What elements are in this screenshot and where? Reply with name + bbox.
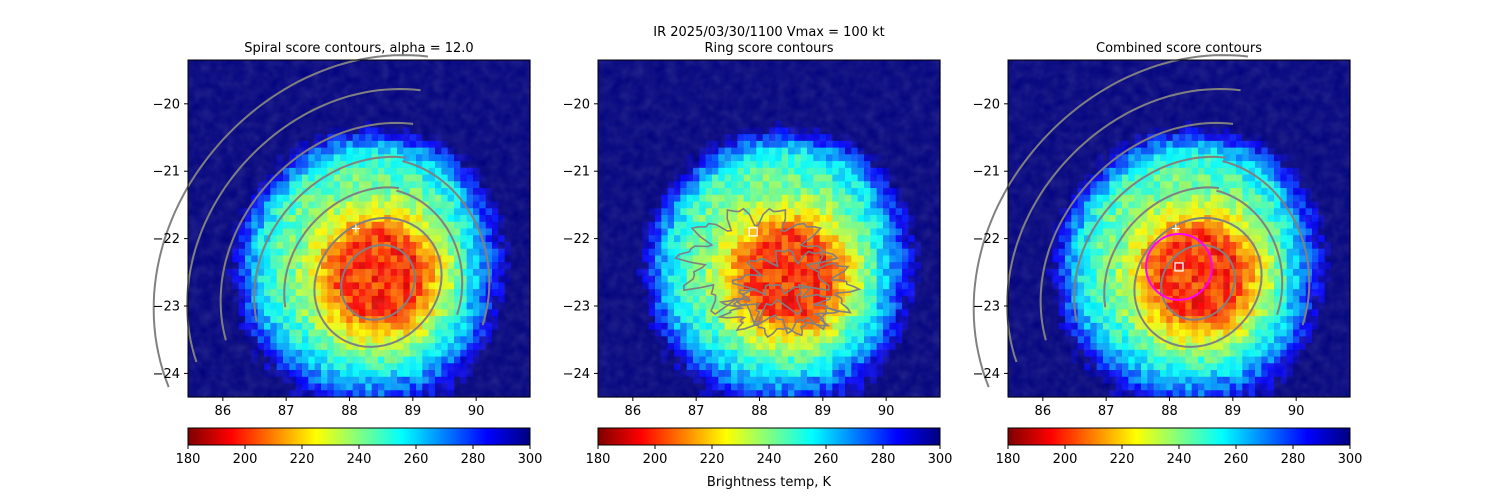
x-tick-label: 87 (688, 404, 705, 419)
contour-line (402, 160, 491, 326)
colorbar-label: Brightness temp, K (707, 475, 832, 490)
colorbar-tick-label: 300 (518, 452, 543, 467)
contour-line (716, 283, 842, 339)
x-tick-label: 90 (1288, 404, 1305, 419)
colorbar-tick-label: 260 (404, 452, 429, 467)
best-score-square-marker (748, 227, 758, 237)
x-tick-label: 86 (215, 404, 232, 419)
colorbar-tick-label: 180 (176, 452, 201, 467)
x-tick-label: 90 (878, 404, 895, 419)
first-guess-plus-marker (351, 224, 360, 233)
y-tick-label: −21 (153, 165, 180, 180)
colorbar-tick-label: 260 (814, 452, 839, 467)
colorbar-tick-label: 240 (1167, 452, 1192, 467)
panel-title: Combined score contours (1096, 41, 1262, 56)
y-tick-label: −23 (563, 300, 590, 315)
y-tick-label: −24 (973, 367, 1000, 382)
colorbar-tick-label: 220 (700, 452, 725, 467)
colorbar-tick-label: 180 (996, 452, 1021, 467)
best-score-square-marker (1174, 262, 1184, 272)
colorbar-tick-label: 260 (1224, 452, 1249, 467)
contour-line (1216, 189, 1284, 315)
contour-line (673, 207, 839, 323)
contour-line (340, 244, 416, 321)
contour-line (1103, 186, 1219, 308)
contour-line (1039, 121, 1234, 341)
contour-line (283, 186, 399, 308)
colorbar (1007, 427, 1351, 446)
panel-3: Combined score contours 86 87 88 89 90 −20 −21 −… (973, 41, 1363, 467)
axes-frame (1007, 59, 1351, 398)
colorbar-tick-label: 280 (461, 452, 486, 467)
colorbar-tick-label: 180 (586, 452, 611, 467)
panel-2: Ring score contours 86 87 88 89 90 −20 −21 −22 −2… (563, 41, 953, 467)
suptitle: IR 2025/03/30/1100 Vmax = 100 kt (653, 25, 884, 40)
y-tick-label: −21 (973, 165, 1000, 180)
contour-line (152, 54, 429, 388)
y-tick-label: −20 (153, 97, 180, 112)
y-tick-label: −22 (973, 232, 1000, 247)
score-contours (673, 207, 862, 339)
colorbar-tick-label: 240 (757, 452, 782, 467)
colorbar-tick-label: 300 (928, 452, 953, 467)
best-ring-circle (1145, 232, 1213, 301)
colorbar-tick-label: 200 (643, 452, 668, 467)
colorbar-tick-label: 280 (1281, 452, 1306, 467)
colorbar (597, 427, 941, 446)
contour-line (219, 121, 414, 341)
x-tick-label: 89 (815, 404, 832, 419)
contour-line (1133, 216, 1263, 348)
colorbar-tick-label: 200 (233, 452, 258, 467)
x-tick-label: 88 (1161, 404, 1178, 419)
contour-line (396, 189, 464, 315)
contour-line (1073, 155, 1226, 322)
y-tick-label: −23 (973, 300, 1000, 315)
x-tick-label: 90 (468, 404, 485, 419)
panel-title: Spiral score contours, alpha = 12.0 (244, 41, 473, 56)
x-tick-label: 86 (625, 404, 642, 419)
contour-line (1222, 160, 1311, 326)
axes-frame (597, 59, 941, 398)
colorbar (187, 427, 531, 446)
panel-1: Spiral score contours, alpha = 12.0 86 87 8… (153, 41, 543, 467)
x-tick-label: 86 (1035, 404, 1052, 419)
panel-title: Ring score contours (704, 41, 833, 56)
contour-line (1160, 244, 1236, 321)
colorbar-tick-label: 220 (290, 452, 315, 467)
y-tick-label: −20 (563, 97, 590, 112)
y-tick-label: −24 (563, 367, 590, 382)
colorbar-tick-label: 300 (1338, 452, 1363, 467)
colorbar-tick-label: 200 (1053, 452, 1078, 467)
x-tick-label: 88 (751, 404, 768, 419)
contour-line (253, 155, 406, 322)
x-tick-label: 88 (341, 404, 358, 419)
y-tick-label: −21 (563, 165, 590, 180)
score-contours (972, 54, 1311, 388)
first-guess-plus-marker (1171, 224, 1180, 233)
contour-line (313, 216, 443, 348)
axes-frame (187, 59, 531, 398)
contour-line (972, 54, 1249, 388)
y-tick-label: −24 (153, 367, 180, 382)
y-tick-label: −22 (153, 232, 180, 247)
y-tick-label: −20 (973, 97, 1000, 112)
y-tick-label: −22 (563, 232, 590, 247)
x-tick-label: 87 (278, 404, 295, 419)
colorbar-tick-label: 280 (871, 452, 896, 467)
colorbar-tick-label: 240 (347, 452, 372, 467)
x-tick-label: 89 (405, 404, 422, 419)
x-tick-label: 87 (1098, 404, 1115, 419)
colorbar-tick-label: 220 (1110, 452, 1135, 467)
x-tick-label: 89 (1225, 404, 1242, 419)
y-tick-label: −23 (153, 300, 180, 315)
